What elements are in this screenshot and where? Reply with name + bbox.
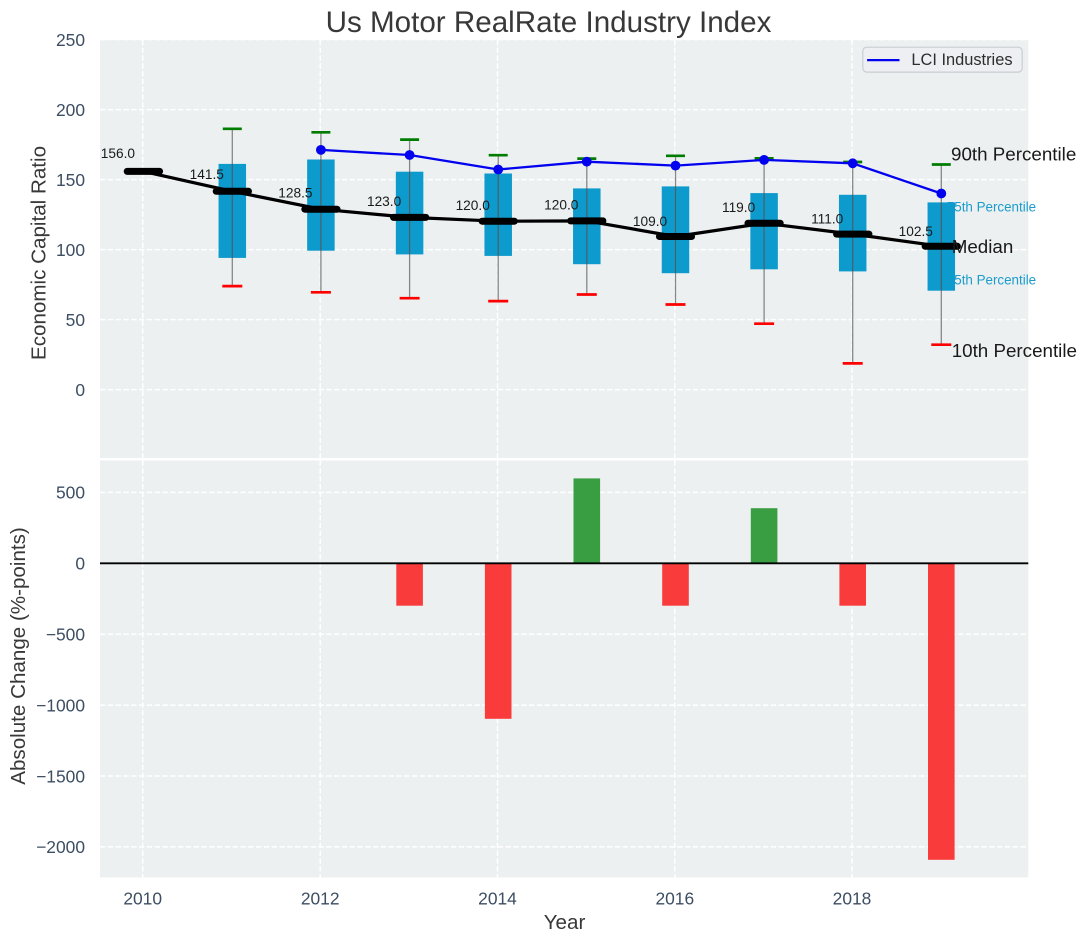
svg-text:128.5: 128.5 <box>278 186 313 201</box>
svg-text:0: 0 <box>75 380 85 400</box>
svg-text:120.0: 120.0 <box>544 198 579 213</box>
svg-text:100: 100 <box>56 240 85 260</box>
svg-text:Economic Capital Ratio: Economic Capital Ratio <box>28 146 51 360</box>
svg-text:109.0: 109.0 <box>633 214 668 229</box>
svg-text:250: 250 <box>56 30 85 50</box>
svg-text:200: 200 <box>56 100 85 120</box>
svg-text:10th Percentile: 10th Percentile <box>952 340 1077 361</box>
svg-text:2018: 2018 <box>833 889 872 909</box>
svg-text:−2000: −2000 <box>36 837 85 857</box>
svg-text:141.5: 141.5 <box>190 167 225 182</box>
svg-text:2014: 2014 <box>478 889 517 909</box>
svg-text:2010: 2010 <box>123 889 162 909</box>
svg-text:−1000: −1000 <box>36 695 85 715</box>
svg-text:Median: Median <box>952 236 1014 257</box>
svg-text:500: 500 <box>56 483 85 503</box>
svg-text:2012: 2012 <box>301 889 340 909</box>
svg-text:LCI Industries: LCI Industries <box>911 51 1012 69</box>
svg-text:123.0: 123.0 <box>367 194 402 209</box>
svg-text:120.0: 120.0 <box>456 198 491 213</box>
svg-text:50: 50 <box>66 310 85 330</box>
svg-text:0: 0 <box>75 554 85 574</box>
svg-text:−500: −500 <box>46 625 85 645</box>
svg-text:90th Percentile: 90th Percentile <box>951 144 1076 165</box>
svg-text:Us Motor RealRate Industry Ind: Us Motor RealRate Industry Index <box>326 6 772 39</box>
svg-text:150: 150 <box>56 170 85 190</box>
svg-text:25th Percentile: 25th Percentile <box>947 273 1036 288</box>
svg-text:102.5: 102.5 <box>899 224 934 239</box>
svg-text:119.0: 119.0 <box>722 200 756 215</box>
svg-text:Absolute Change (%-points): Absolute Change (%-points) <box>7 527 30 785</box>
svg-text:75th Percentile: 75th Percentile <box>947 200 1036 215</box>
svg-text:Year: Year <box>544 911 586 934</box>
svg-text:111.0: 111.0 <box>811 211 844 226</box>
svg-text:−1500: −1500 <box>36 766 85 786</box>
svg-text:156.0: 156.0 <box>101 146 136 161</box>
svg-text:2016: 2016 <box>655 889 694 909</box>
